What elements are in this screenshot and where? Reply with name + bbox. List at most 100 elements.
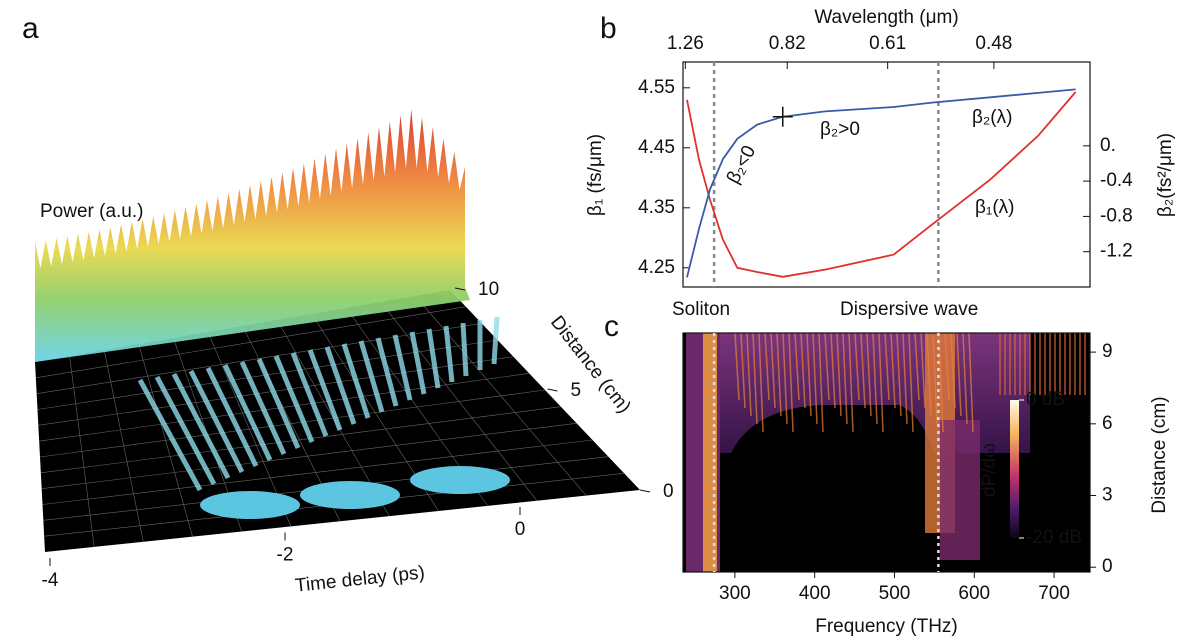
- y-tick-label: 10: [478, 279, 499, 300]
- x-tick-label: 0: [515, 519, 526, 540]
- x2-tick-label: 0.48: [975, 33, 1012, 54]
- streak: [890, 332, 896, 409]
- streak: [836, 332, 842, 417]
- streak: [806, 332, 812, 417]
- streak: [968, 332, 974, 433]
- series-line: [686, 88, 1076, 278]
- panel-letter: c: [604, 310, 619, 343]
- panel-letter: b: [600, 12, 617, 45]
- fan-stripe: [358, 340, 385, 413]
- x-tick-label: -2: [277, 545, 294, 566]
- streak: [860, 332, 866, 409]
- streak: [782, 332, 788, 425]
- streak: [740, 332, 746, 409]
- fan-stripe: [392, 334, 413, 401]
- annotation: β₂<0: [723, 142, 760, 187]
- series-line: [686, 91, 1077, 278]
- y-tick-label: 5: [571, 380, 582, 401]
- x-label: Time delay (ps): [294, 562, 426, 596]
- fan-stripe: [137, 378, 203, 492]
- streak: [776, 332, 782, 417]
- pulse: [410, 466, 510, 494]
- fan-stripe: [375, 337, 399, 407]
- fan-stripe: [222, 363, 273, 462]
- streak: [932, 332, 938, 425]
- floor-grid: [380, 301, 537, 501]
- annotation: β₂>0: [820, 119, 860, 140]
- heatmap-void: [725, 405, 940, 572]
- y2-tick-label: -0.4: [1100, 170, 1133, 191]
- fan-stripe: [256, 357, 301, 450]
- y2-tick-label: 0.: [1100, 135, 1116, 156]
- fan-stripe: [324, 346, 357, 425]
- fan-stripe: [491, 316, 500, 365]
- fan-stripe: [460, 322, 469, 377]
- x2-tick-label: 0.82: [769, 33, 806, 54]
- streak: [908, 332, 914, 433]
- y-label: Distance (cm): [1149, 396, 1170, 513]
- fan-stripe: [239, 360, 287, 456]
- surface-illustration: [35, 109, 640, 552]
- y-label: Distance (cm): [546, 312, 635, 417]
- streak: [824, 332, 830, 401]
- y2-label: β₂(fs²/μm): [1155, 133, 1176, 217]
- streak: [758, 332, 764, 433]
- floor-grid: [42, 439, 593, 505]
- streak: [812, 332, 818, 425]
- streak: [872, 332, 878, 425]
- annotation: Dispersive wave: [840, 299, 978, 320]
- fan-stripe: [409, 331, 427, 395]
- x-tick-label: 500: [879, 583, 911, 604]
- streak: [914, 332, 920, 401]
- zero-dispersion-cross: [772, 106, 793, 127]
- colorbar-tick-label: -20 dB: [1026, 527, 1082, 548]
- streak: [854, 332, 860, 401]
- streak: [842, 332, 848, 425]
- x2-label: Wavelength (μm): [814, 7, 958, 28]
- streak: [950, 332, 956, 409]
- streak: [920, 332, 926, 409]
- heatmap-band: [703, 333, 717, 572]
- y-tick-label: 6: [1102, 413, 1113, 434]
- y-tick-label: 4.25: [638, 257, 675, 278]
- fan-stripe: [426, 328, 441, 389]
- x2-tick-label: 1.26: [667, 33, 704, 54]
- x-tick-label: 700: [1038, 583, 1070, 604]
- streak: [800, 332, 806, 409]
- x-tick-label: 400: [799, 583, 831, 604]
- colorbar-tick-label: 0 dB: [1026, 389, 1065, 410]
- floor-grid: [39, 389, 546, 458]
- streak: [884, 332, 890, 401]
- annotation: Soliton: [672, 299, 730, 320]
- colorbar: [1010, 400, 1019, 538]
- heatmap-band: [940, 420, 980, 560]
- streak: [794, 332, 800, 401]
- streak: [866, 332, 872, 417]
- x-tick-label: 600: [958, 583, 990, 604]
- floor-grid: [415, 295, 587, 496]
- y-tick-label: 4.45: [638, 137, 675, 158]
- streak: [746, 332, 752, 417]
- y-label: β₁ (fs/μm): [585, 134, 606, 216]
- fan-stripe: [273, 355, 315, 443]
- y2-tick-label: -1.2: [1100, 241, 1133, 262]
- streak: [830, 332, 836, 409]
- fan-stripe: [171, 372, 231, 480]
- streak: [734, 332, 740, 401]
- y-tick: [547, 388, 558, 392]
- surface: [35, 109, 470, 362]
- floor-grid: [36, 323, 482, 394]
- y-tick-label: 9: [1102, 341, 1113, 362]
- pulse: [300, 481, 400, 509]
- streak: [764, 332, 770, 401]
- pulse: [200, 491, 300, 519]
- fan-stripe: [188, 369, 245, 474]
- streak: [770, 332, 776, 409]
- streak: [956, 332, 962, 417]
- plot-frame: [682, 332, 1091, 573]
- y-tick: [454, 287, 466, 291]
- y-tick: [639, 489, 651, 493]
- y-tick-label: 4.55: [638, 77, 675, 98]
- floor-grid: [41, 423, 577, 489]
